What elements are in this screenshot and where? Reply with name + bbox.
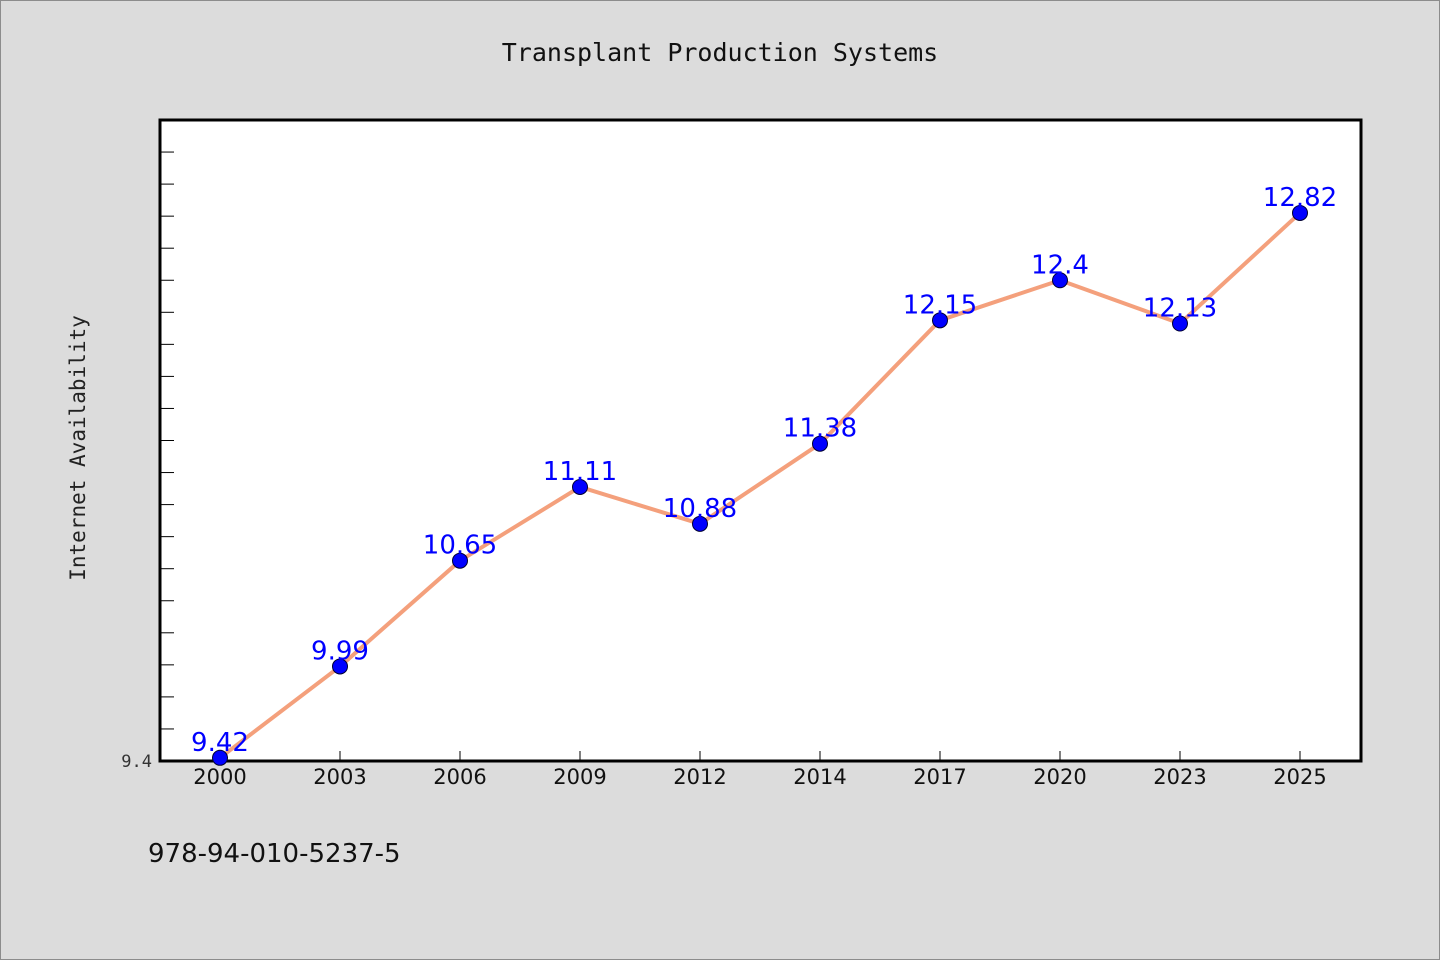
x-tick-label: 2014 xyxy=(793,765,846,789)
chart-title: Transplant Production Systems xyxy=(502,38,939,67)
data-point xyxy=(812,435,828,452)
x-axis-tick-labels: 2000 2003 2006 2009 2012 2014 2017 2020 2023 2025 xyxy=(193,765,1326,789)
data-point xyxy=(1292,204,1308,221)
data-label: 9.42 xyxy=(191,728,249,758)
data-point xyxy=(452,552,468,569)
data-point xyxy=(692,515,708,532)
data-label: 12.15 xyxy=(903,290,977,320)
data-label: 12.82 xyxy=(1263,183,1337,213)
data-label: 12.13 xyxy=(1143,294,1217,324)
series-line xyxy=(218,210,1302,760)
data-point xyxy=(1052,272,1068,289)
y-axis-ticks xyxy=(160,119,174,762)
data-label: 9.99 xyxy=(311,636,369,666)
x-tick-label: 2000 xyxy=(193,765,246,789)
data-markers xyxy=(212,204,1308,766)
x-tick-label: 2025 xyxy=(1273,765,1326,789)
data-label: 11.11 xyxy=(543,457,617,487)
x-tick-label: 2023 xyxy=(1153,765,1206,789)
x-tick-label: 2006 xyxy=(433,765,486,789)
data-point xyxy=(1172,315,1188,332)
x-tick-label: 2009 xyxy=(553,765,606,789)
data-labels: 9.42 9.99 10.65 11.11 10.88 11.38 12.15 12.4 12.… xyxy=(191,183,1337,758)
data-label: 11.38 xyxy=(783,414,857,444)
data-label: 10.88 xyxy=(663,494,737,524)
x-tick-label: 2017 xyxy=(913,765,966,789)
y-axis-tick-labels: 9.4 xyxy=(121,752,152,772)
data-point xyxy=(332,658,348,675)
y-axis-label: Internet Availability xyxy=(66,315,90,581)
data-point xyxy=(572,478,588,495)
x-tick-label: 2020 xyxy=(1033,765,1086,789)
x-tick-label: 2003 xyxy=(313,765,366,789)
y-tick-label: 9.4 xyxy=(121,752,152,772)
x-tick-label: 2012 xyxy=(673,765,726,789)
footer-code: 978-94-010-5237-5 xyxy=(148,839,401,869)
data-label: 10.65 xyxy=(423,531,497,561)
data-point xyxy=(932,312,948,329)
data-point xyxy=(212,749,228,766)
plot-area xyxy=(158,118,1363,763)
data-label: 12.4 xyxy=(1031,250,1089,280)
